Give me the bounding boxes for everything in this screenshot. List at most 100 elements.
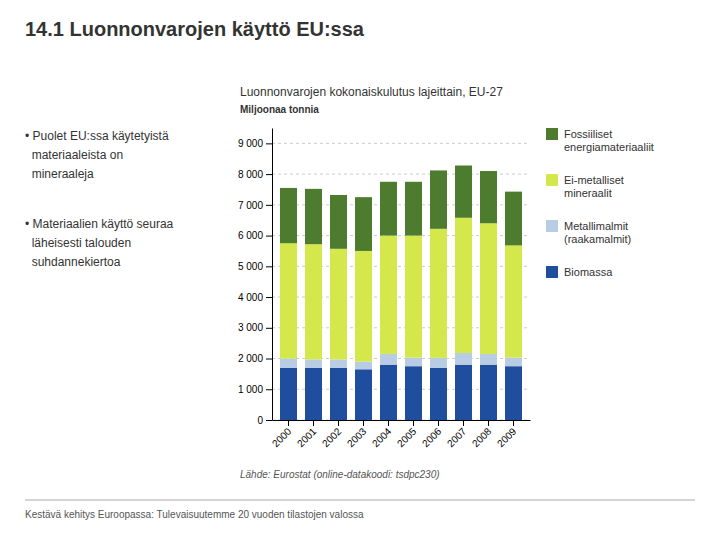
bar-segment xyxy=(430,170,447,228)
bar-segment xyxy=(430,368,447,420)
bar-segment xyxy=(455,365,472,420)
bullet-line: • Puolet EU:ssa käytetyistä xyxy=(25,129,169,143)
legend-swatch xyxy=(546,266,558,278)
x-tick-label: 2002 xyxy=(320,425,344,449)
y-tick-mark xyxy=(266,297,272,298)
bullet-line: • Materiaalien käyttö seuraa xyxy=(25,217,174,231)
y-tick: 5 000 xyxy=(238,261,272,272)
bar-segment xyxy=(380,182,397,236)
y-tick: 0 xyxy=(257,415,272,426)
bar-segment xyxy=(330,195,347,249)
y-tick: 4 000 xyxy=(238,292,272,303)
series xyxy=(280,365,522,420)
grid xyxy=(272,143,530,420)
page: 14.1 Luonnonvarojen käyttö EU:ssa • Puole… xyxy=(0,0,720,540)
legend-swatch xyxy=(546,174,558,186)
legend: Fossiilisetenergiamateriaaliit Ei-metalli… xyxy=(546,128,654,278)
x-axis-line xyxy=(273,420,531,421)
y-tick-mark xyxy=(266,143,272,144)
x-tick-mark xyxy=(463,420,464,426)
x-tick-mark xyxy=(438,420,439,426)
legend-label: Metallimalmit(raakamalmit) xyxy=(564,220,631,245)
x-tick: 2006 xyxy=(420,420,444,449)
x-tick: 2002 xyxy=(320,420,344,449)
x-tick-mark xyxy=(413,420,414,426)
bar-segment xyxy=(505,366,522,420)
x-tick-label: 2001 xyxy=(295,425,319,449)
bullet-line: mineraaleja xyxy=(25,167,94,181)
bar-segment xyxy=(455,165,472,217)
bar-segment xyxy=(380,365,397,420)
bar-segment xyxy=(330,359,347,367)
bar-segment xyxy=(355,197,372,251)
legend-item: Metallimalmit(raakamalmit) xyxy=(546,220,631,245)
bar-segment xyxy=(355,251,372,362)
legend-item: Ei-metallisetmineraalit xyxy=(546,174,624,199)
y-tick-mark xyxy=(266,236,272,237)
y-tick: 7 000 xyxy=(238,200,272,211)
bar-segment xyxy=(505,192,522,246)
legend-label: Biomassa xyxy=(564,266,613,278)
bar-segment xyxy=(505,245,522,357)
x-tick-label: 2005 xyxy=(395,425,419,449)
bar-segment xyxy=(305,244,322,359)
y-tick-label: 8 000 xyxy=(238,169,263,180)
x-tick-label: 2009 xyxy=(495,425,519,449)
x-tick-mark xyxy=(363,420,364,426)
y-tick-label: 5 000 xyxy=(238,261,263,272)
bar-segment xyxy=(405,358,422,367)
bar-segment xyxy=(280,368,297,420)
y-tick: 9 000 xyxy=(238,138,272,149)
bar-segment xyxy=(330,249,347,360)
y-tick-label: 7 000 xyxy=(238,200,263,211)
bar-segment xyxy=(355,362,372,370)
bars xyxy=(280,165,522,420)
bar-segment xyxy=(280,359,297,368)
legend-item: Biomassa xyxy=(546,266,613,278)
y-tick-label: 4 000 xyxy=(238,292,263,303)
series xyxy=(280,165,522,250)
y-tick-label: 3 000 xyxy=(238,322,263,333)
y-tick: 8 000 xyxy=(238,169,272,180)
y-tick-label: 1 000 xyxy=(238,384,263,395)
legend-label: Ei-metallisetmineraalit xyxy=(564,174,624,199)
bar-segment xyxy=(305,359,322,367)
x-tick-mark xyxy=(313,420,314,426)
x-tick-mark xyxy=(338,420,339,426)
legend-swatch xyxy=(546,128,558,140)
y-tick: 1 000 xyxy=(238,384,272,395)
bar-segment xyxy=(480,365,497,420)
bar-segment xyxy=(280,243,297,358)
bar-segment xyxy=(405,182,422,236)
y-tick-label: 0 xyxy=(257,415,263,426)
y-tick-label: 2 000 xyxy=(238,353,263,364)
x-tick-label: 2000 xyxy=(270,425,294,449)
bar-segment xyxy=(430,358,447,368)
legend-label: Fossiilisetenergiamateriaaliit xyxy=(564,128,654,153)
x-tick-mark xyxy=(513,420,514,426)
x-tick: 2007 xyxy=(445,420,469,449)
chart-title: Luonnonvarojen kokonaiskulutus lajeittai… xyxy=(240,85,503,99)
bar-segment xyxy=(480,354,497,365)
x-tick-mark xyxy=(288,420,289,426)
y-tick-label: 6 000 xyxy=(238,230,263,241)
x-tick: 2000 xyxy=(270,420,294,449)
bullet-line: läheisesti talouden xyxy=(25,236,131,250)
legend-item: Fossiilisetenergiamateriaaliit xyxy=(546,128,654,153)
x-tick: 2003 xyxy=(345,420,369,449)
footer: Kestävä kehitys Euroopassa: Tulevaisuute… xyxy=(25,509,364,520)
x-axis: 2000200120022003200420052006200720082009 xyxy=(270,420,531,449)
bar-segment xyxy=(305,368,322,420)
bar-segment xyxy=(305,189,322,244)
x-tick-mark xyxy=(488,420,489,426)
y-tick-label: 9 000 xyxy=(238,138,263,149)
y-tick-mark xyxy=(266,389,272,390)
bar-segment xyxy=(330,368,347,420)
page-title: 14.1 Luonnonvarojen käyttö EU:ssa xyxy=(25,18,365,40)
y-tick-mark xyxy=(266,174,272,175)
separator xyxy=(25,500,695,501)
y-axis-line xyxy=(272,129,273,421)
x-tick-label: 2006 xyxy=(420,425,444,449)
bar-segment xyxy=(355,369,372,420)
bar-segment xyxy=(480,171,497,223)
